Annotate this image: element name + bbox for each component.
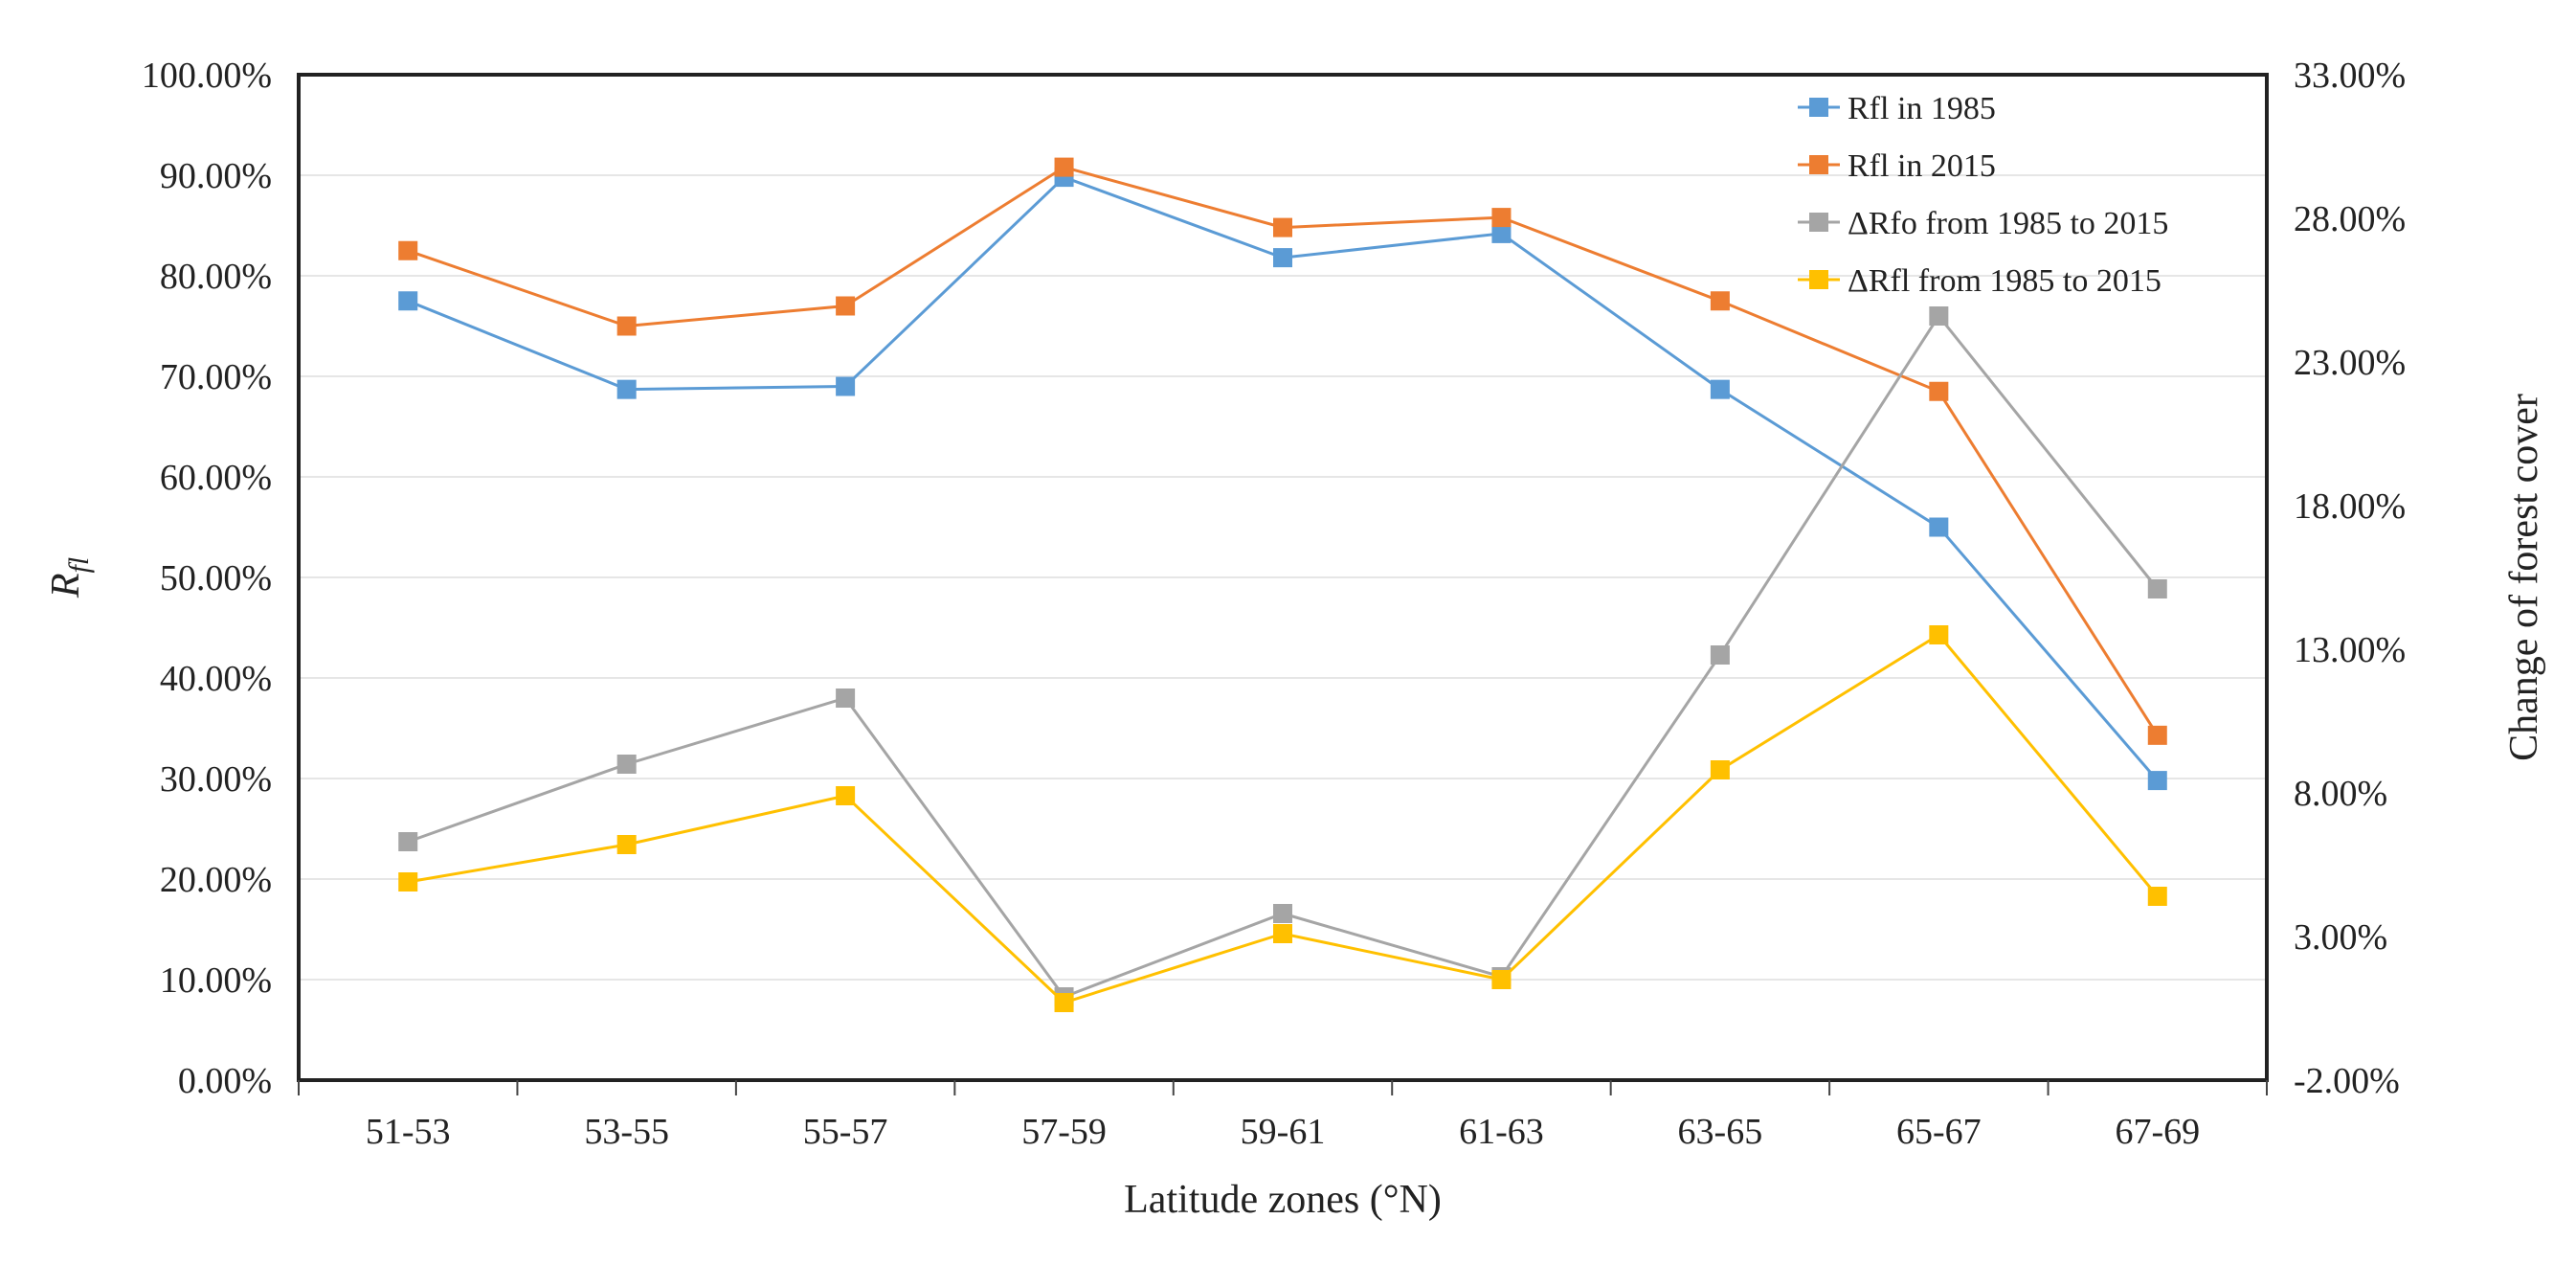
series-4 — [398, 625, 2167, 1012]
y-axis-title: Rfl — [44, 557, 95, 598]
grid — [299, 174, 2267, 981]
data-point — [1710, 291, 1730, 311]
data-point — [1710, 645, 1730, 665]
x-tick-label: 63-65 — [1678, 1112, 1763, 1152]
y-tick-label: 100.00% — [142, 56, 272, 96]
y-tick-label: 60.00% — [160, 458, 272, 498]
data-point — [836, 786, 856, 805]
legend-label: ΔRfo from 1985 to 2015 — [1848, 206, 2168, 241]
data-point — [616, 755, 637, 774]
series-line — [407, 313, 2159, 999]
data-point — [398, 832, 418, 851]
legend-label: Rfl in 1985 — [1848, 91, 1996, 126]
series-line — [407, 633, 2159, 1004]
data-point — [1710, 379, 1730, 399]
y2-axis-title: Change of forest cover — [2502, 394, 2546, 761]
y-axis-title-subscript: fl — [63, 557, 95, 574]
legend-item: ΔRfo from 1985 to 2015 — [1798, 206, 2168, 241]
y2-tick-label: 3.00% — [2294, 917, 2387, 958]
data-point — [1273, 217, 1292, 237]
data-point — [1273, 904, 1292, 923]
data-point — [616, 835, 637, 854]
data-point — [1929, 625, 1949, 644]
data-point — [398, 240, 418, 260]
data-point — [398, 291, 418, 311]
data-point — [1929, 306, 1949, 326]
data-point — [2147, 725, 2167, 745]
y-tick-label: 90.00% — [160, 156, 272, 196]
y-tick-label: 20.00% — [160, 860, 272, 900]
y2-tick-label: 28.00% — [2294, 199, 2406, 239]
data-point — [1273, 924, 1292, 943]
data-point — [2147, 579, 2167, 598]
data-point — [2147, 887, 2167, 906]
series-area — [398, 157, 2167, 1012]
x-axis-title: Latitude zones (°N) — [1124, 1178, 1442, 1222]
ticks — [298, 1080, 2268, 1095]
legend-marker — [1809, 155, 1828, 174]
tick-labels: 0.00% 10.00% 20.00% 30.00% 40.00% 50.00% 60.00… — [142, 56, 2406, 1152]
y2-tick-label: -2.00% — [2294, 1061, 2400, 1101]
y-tick-label: 80.00% — [160, 257, 272, 297]
x-tick-label: 51-53 — [366, 1112, 451, 1152]
data-point — [1054, 993, 1074, 1012]
y-axis-title-main: R — [44, 574, 88, 599]
x-tick-label: 57-59 — [1021, 1112, 1107, 1152]
y-tick-label: 70.00% — [160, 357, 272, 397]
y2-tick-label: 33.00% — [2294, 56, 2406, 96]
legend-marker — [1809, 213, 1828, 232]
data-point — [836, 376, 856, 396]
plot-frame — [297, 73, 2269, 1082]
legend-label: Rfl in 2015 — [1848, 148, 1996, 184]
x-tick-label: 55-57 — [803, 1112, 888, 1152]
x-tick-label: 65-67 — [1896, 1112, 1982, 1152]
data-point — [2147, 771, 2167, 791]
data-point — [1054, 157, 1074, 177]
y-tick-label: 0.00% — [178, 1061, 272, 1101]
y2-tick-label: 18.00% — [2294, 486, 2406, 527]
data-point — [616, 379, 637, 399]
x-tick-label: 67-69 — [2115, 1112, 2200, 1152]
legend-label: ΔRfl from 1985 to 2015 — [1848, 263, 2162, 299]
series-1 — [398, 168, 2167, 791]
data-point — [1273, 248, 1292, 268]
legend-marker — [1809, 270, 1828, 289]
y-tick-label: 30.00% — [160, 759, 272, 800]
legend-item: Rfl in 1985 — [1798, 91, 1996, 126]
y-tick-label: 50.00% — [160, 558, 272, 598]
data-point — [1929, 517, 1949, 537]
data-point — [1491, 208, 1512, 228]
y2-tick-label: 23.00% — [2294, 343, 2406, 383]
series-2 — [398, 157, 2167, 745]
data-point — [836, 688, 856, 708]
legend-item: ΔRfl from 1985 to 2015 — [1798, 263, 2162, 299]
data-point — [1929, 381, 1949, 401]
y-tick-label: 10.00% — [160, 960, 272, 1001]
y-tick-label: 40.00% — [160, 659, 272, 699]
y2-tick-label: 8.00% — [2294, 774, 2387, 814]
x-tick-label: 59-61 — [1241, 1112, 1326, 1152]
data-point — [616, 316, 637, 336]
legend-item: Rfl in 2015 — [1798, 148, 1996, 184]
data-point — [836, 296, 856, 316]
data-point — [398, 872, 418, 892]
data-point — [1491, 970, 1512, 989]
x-tick-label: 53-55 — [584, 1112, 669, 1152]
legend-marker — [1809, 98, 1828, 117]
legend: Rfl in 1985 Rfl in 2015 ΔRfo from 1985 to … — [1798, 91, 2168, 299]
x-tick-label: 61-63 — [1459, 1112, 1544, 1152]
y2-tick-label: 13.00% — [2294, 630, 2406, 670]
data-point — [1710, 760, 1730, 779]
data-point — [1491, 223, 1512, 243]
